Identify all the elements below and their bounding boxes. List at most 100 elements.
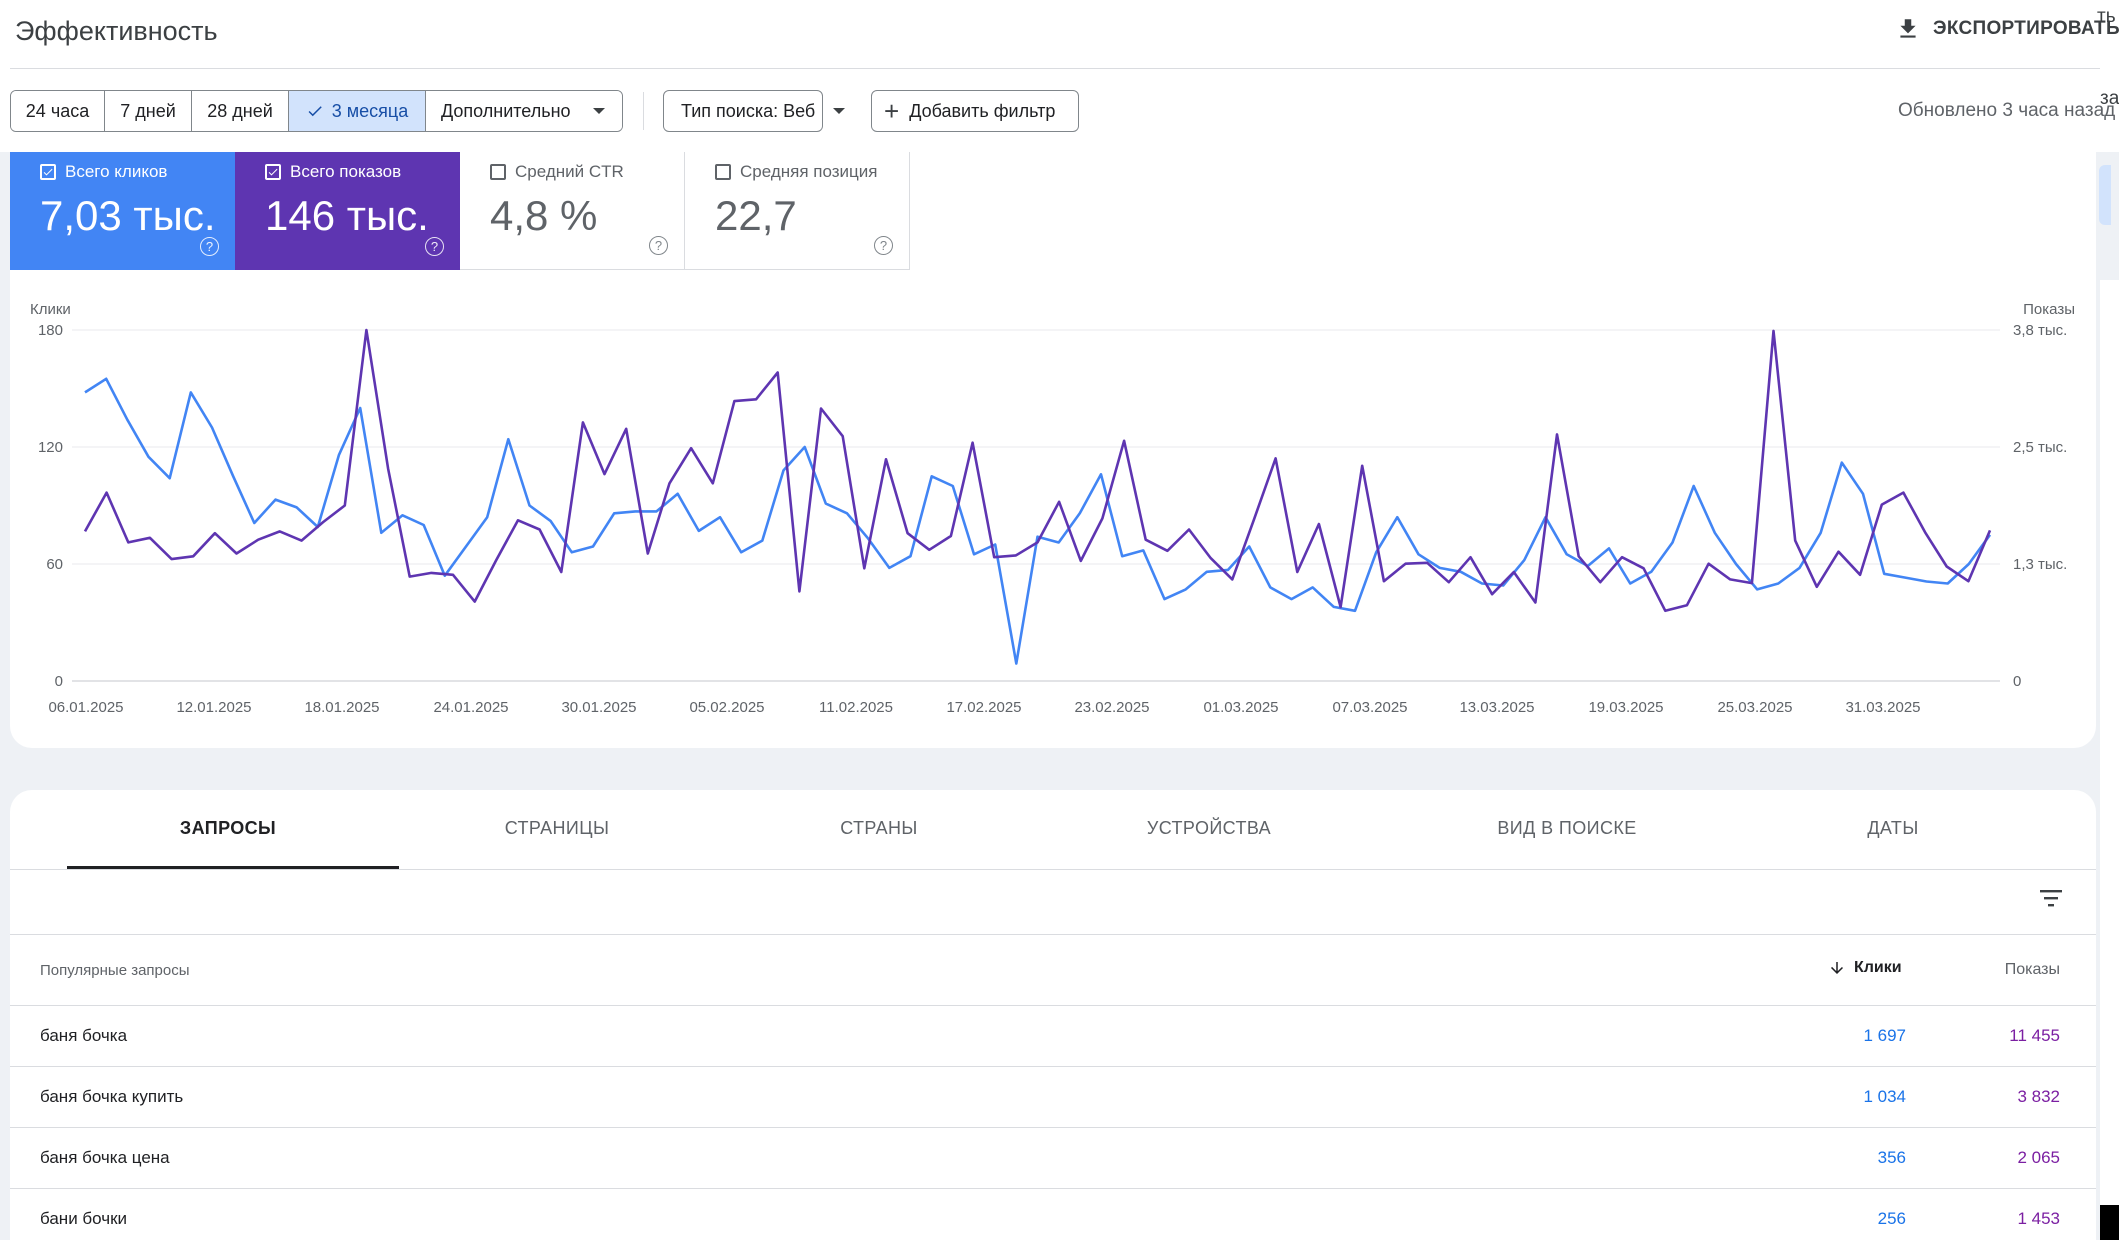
right-tick-label: 2,5 тыс. [2013, 439, 2067, 456]
top-bar [0, 0, 2119, 70]
left-tick-label: 0 [55, 673, 63, 690]
left-tick-label: 120 [38, 439, 63, 456]
tabs-divider [10, 869, 2096, 870]
help-icon[interactable]: ? [200, 237, 219, 256]
table-row[interactable]: баня бочка цена 356 2 065 [10, 1128, 2096, 1189]
x-tick-label: 07.03.2025 [1332, 699, 1407, 716]
side-panel-edge [2100, 280, 2119, 1240]
metric-average-position[interactable]: Средняя позиция 22,7 ? [685, 152, 910, 270]
clicks-cell: 356 [1877, 1148, 1906, 1167]
series-line-impressions [83, 328, 1992, 613]
tab-pages[interactable]: СТРАНИЦЫ [504, 818, 610, 838]
metric-label-row: Всего показов [265, 162, 401, 182]
tab-queries[interactable]: ЗАПРОСЫ [179, 818, 277, 838]
right-axis-label: Показы [2023, 301, 2075, 318]
x-tick-label: 30.01.2025 [561, 699, 636, 716]
report-tabs: ЗАПРОСЫ СТРАНИЦЫ СТРАНЫ УСТРОЙСТВА ВИД В… [10, 790, 2096, 870]
filter-icon[interactable] [2038, 888, 2064, 908]
table-row[interactable]: баня бочка купить 1 034 3 832 [10, 1067, 2096, 1128]
checkbox-unchecked-icon[interactable] [715, 164, 731, 180]
metric-total-clicks[interactable]: Всего кликов 7,03 тыс. ? [10, 152, 235, 270]
metric-value: 146 тыс. [265, 192, 429, 239]
x-tick-label: 06.01.2025 [48, 699, 123, 716]
range-3m-button[interactable]: 3 месяца [289, 91, 426, 131]
right-tick-label: 3,8 тыс. [2013, 322, 2067, 339]
range-more-label: Дополнительно [441, 100, 571, 121]
x-tick-label: 17.02.2025 [946, 699, 1021, 716]
metric-label-row: Средняя позиция [715, 162, 877, 182]
table-row[interactable]: бани бочки 256 1 453 [10, 1189, 2096, 1240]
x-tick-label: 31.03.2025 [1845, 699, 1920, 716]
checkbox-unchecked-icon[interactable] [490, 164, 506, 180]
checkmark-icon [308, 106, 322, 117]
tab-search-appearance[interactable]: ВИД В ПОИСКЕ [1497, 818, 1637, 838]
x-tick-label: 19.03.2025 [1588, 699, 1663, 716]
x-tick-label: 13.03.2025 [1459, 699, 1534, 716]
series-line-clicks [84, 377, 1992, 665]
table-header: Популярные запросы Клики Показы [10, 935, 2096, 1005]
performance-line-chart[interactable]: Клики Показы 0 0 60 1,3 тыс. 120 2,5 тыс. 180 3,8… [0, 290, 2119, 720]
impressions-cell: 11 455 [2009, 1026, 2060, 1045]
page-title: Эффективность [15, 16, 218, 46]
metric-value: 22,7 [715, 192, 797, 239]
column-header-impressions[interactable]: Показы [2004, 961, 2060, 978]
arrow-down-icon [1831, 962, 1843, 974]
table-header-divider [10, 1005, 2096, 1006]
metric-total-impressions[interactable]: Всего показов 146 тыс. ? [235, 152, 460, 270]
clipped-text: ть [2097, 6, 2116, 27]
left-axis-label: Клики [30, 301, 71, 318]
date-range-selector: 24 часа 7 дней 28 дней 3 месяца Дополнит… [10, 90, 623, 132]
range-7d-button[interactable]: 7 дней [105, 91, 192, 131]
table-row[interactable]: баня бочка 1 697 11 455 [10, 1006, 2096, 1067]
search-type-label: Тип поиска: Веб [681, 100, 816, 121]
right-tick-label: 0 [2013, 673, 2021, 690]
x-tick-label: 18.01.2025 [304, 699, 379, 716]
metric-label-row: Всего кликов [40, 162, 167, 182]
x-tick-label: 24.01.2025 [433, 699, 508, 716]
clicks-cell: 256 [1877, 1209, 1906, 1228]
active-tab-indicator [67, 866, 399, 869]
x-tick-label: 25.03.2025 [1717, 699, 1792, 716]
x-tick-label: 01.03.2025 [1203, 699, 1278, 716]
metric-average-ctr[interactable]: Средний CTR 4,8 % ? [460, 152, 685, 270]
download-icon [1900, 19, 1916, 38]
query-cell: баня бочка купить [40, 1087, 184, 1106]
x-tick-label: 11.02.2025 [819, 699, 893, 716]
help-icon[interactable]: ? [425, 237, 444, 256]
clicks-cell: 1 697 [1863, 1026, 1906, 1045]
metric-label: Всего кликов [65, 162, 168, 181]
tab-devices[interactable]: УСТРОЙСТВА [1146, 818, 1272, 838]
report-table-card [10, 790, 2096, 1240]
help-icon[interactable]: ? [874, 236, 893, 255]
search-type-dropdown[interactable]: Тип поиска: Веб [663, 90, 846, 132]
range-28d-button[interactable]: 28 дней [192, 91, 289, 131]
tab-countries[interactable]: СТРАНЫ [840, 818, 918, 838]
clipped-text: за, [2100, 88, 2119, 109]
query-cell: баня бочка [40, 1026, 128, 1045]
x-tick-label: 05.02.2025 [689, 699, 764, 716]
range-more-dropdown[interactable]: Дополнительно [426, 91, 622, 131]
clicks-header-label: Клики [1854, 959, 1902, 976]
filter-divider [643, 92, 644, 130]
range-24h-button[interactable]: 24 часа [11, 91, 105, 131]
tab-dates[interactable]: ДАТЫ [1867, 818, 1919, 838]
column-header-clicks[interactable]: Клики [1828, 959, 1902, 977]
left-tick-label: 180 [38, 322, 63, 339]
plus-icon: + [884, 96, 900, 126]
query-cell: баня бочка цена [40, 1148, 170, 1167]
help-icon[interactable]: ? [649, 236, 668, 255]
metric-value: 7,03 тыс. [40, 192, 216, 239]
chevron-down-icon [833, 108, 846, 114]
checkbox-checked-icon[interactable] [265, 164, 281, 180]
range-3m-label: 3 месяца [331, 100, 409, 121]
window-corner [2100, 1205, 2119, 1240]
add-filter-button[interactable]: + Добавить фильтр [871, 90, 1079, 132]
left-tick-label: 60 [46, 556, 63, 573]
metric-label: Средний CTR [515, 162, 624, 181]
add-filter-label: Добавить фильтр [909, 100, 1056, 121]
impressions-cell: 1 453 [2017, 1209, 2060, 1228]
checkbox-checked-icon[interactable] [40, 164, 56, 180]
chevron-down-icon [592, 108, 605, 114]
impressions-cell: 2 065 [2017, 1148, 2060, 1167]
export-button[interactable]: ЭКСПОРТИРОВАТЬ [1895, 16, 2119, 42]
